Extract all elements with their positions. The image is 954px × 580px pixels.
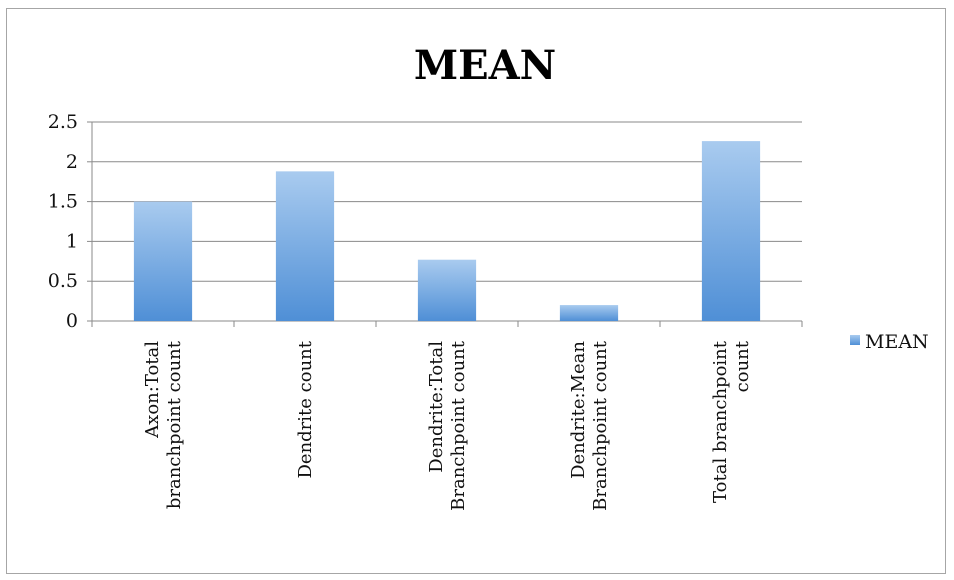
- chart-title: MEAN: [414, 42, 556, 89]
- bar: [275, 171, 335, 321]
- legend-label: MEAN: [865, 331, 929, 353]
- gridlines: [92, 121, 802, 282]
- category-labels: Axon:Total branchpoint count Dendrite coun…: [142, 340, 753, 511]
- category-label-line: Axon:Total: [142, 341, 163, 439]
- category-label-line: Dendrite:Mean: [568, 341, 589, 479]
- category-label-line: Dendrite count: [295, 340, 316, 478]
- bar: [559, 305, 619, 321]
- category-label: Dendrite:Mean Branchpoint count: [568, 340, 611, 511]
- bars: [133, 141, 761, 321]
- y-tick-label: 2: [66, 151, 78, 173]
- y-tick-label: 2.5: [48, 111, 78, 133]
- category-label-line: count: [732, 340, 753, 392]
- category-label-line: Total branchpoint: [710, 340, 731, 503]
- bar: [701, 141, 761, 321]
- category-label: Dendrite count: [295, 340, 316, 478]
- y-tick-label: 1.5: [48, 191, 78, 213]
- category-label-line: Dendrite:Total: [426, 341, 447, 473]
- category-label: Total branchpoint count: [710, 340, 753, 503]
- legend-swatch: [850, 335, 860, 345]
- y-tick-label: 0: [66, 310, 78, 332]
- legend: MEAN: [850, 331, 929, 353]
- bar-chart: MEAN 0 0.5 1 1.5 2 2.5 Axon:Total branchpoint …: [48, 42, 929, 511]
- category-label: Axon:Total branchpoint count: [142, 340, 185, 509]
- y-tick-label: 0.5: [48, 270, 78, 292]
- category-label-line: Branchpoint count: [448, 340, 469, 511]
- bar: [417, 259, 477, 321]
- category-label: Dendrite:Total Branchpoint count: [426, 340, 469, 511]
- category-label-line: branchpoint count: [164, 340, 185, 509]
- category-label-line: Branchpoint count: [590, 340, 611, 511]
- y-tick-label: 1: [66, 230, 78, 252]
- y-tick-labels: 0 0.5 1 1.5 2 2.5: [48, 111, 78, 332]
- bar: [133, 201, 193, 321]
- chart-frame: MEAN 0 0.5 1 1.5 2 2.5 Axon:Total branchpoint …: [6, 8, 946, 574]
